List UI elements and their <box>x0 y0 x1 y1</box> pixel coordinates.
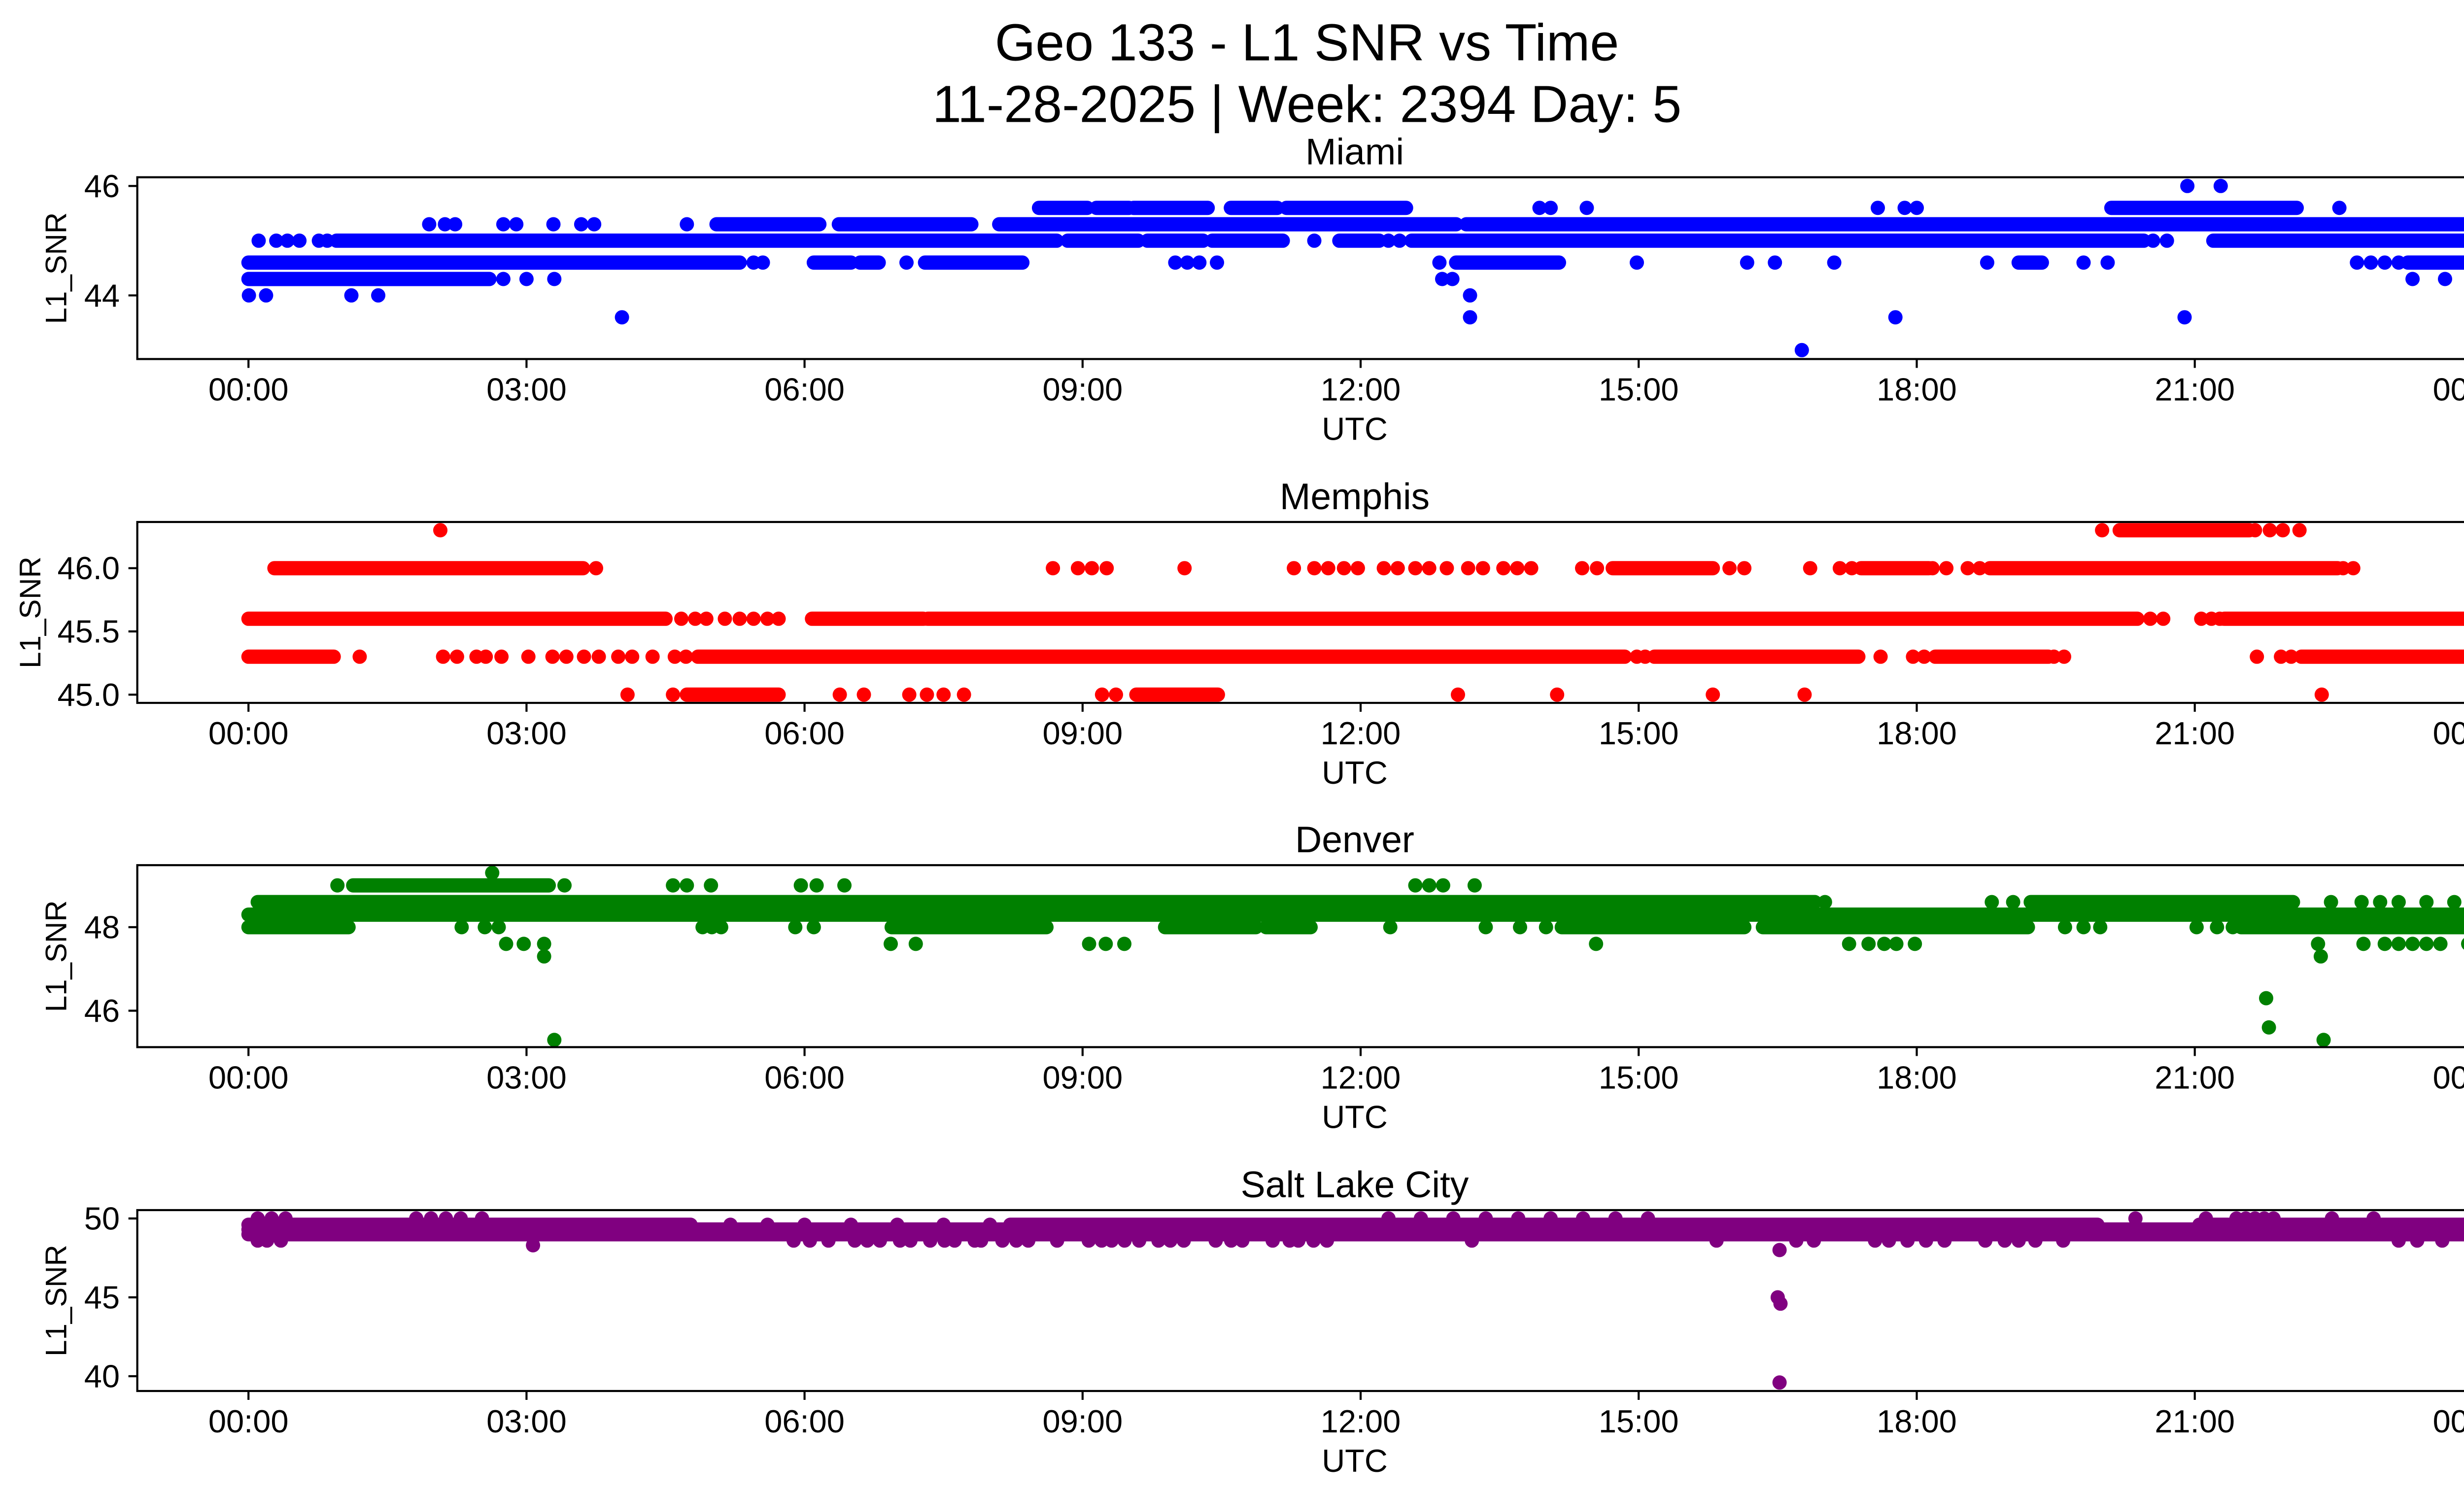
svg-text:40: 40 <box>84 1358 120 1394</box>
svg-text:00:00: 00:00 <box>208 1403 289 1439</box>
svg-text:00:00: 00:00 <box>2433 715 2464 751</box>
svg-text:03:00: 03:00 <box>486 1059 567 1095</box>
svg-text:06:00: 06:00 <box>764 1403 845 1439</box>
svg-text:09:00: 09:00 <box>1042 1059 1123 1095</box>
svg-text:18:00: 18:00 <box>1877 1403 1957 1439</box>
svg-text:06:00: 06:00 <box>764 371 845 407</box>
svg-text:21:00: 21:00 <box>2155 371 2235 407</box>
svg-text:48: 48 <box>84 909 120 945</box>
svg-text:12:00: 12:00 <box>1321 371 1401 407</box>
svg-text:21:00: 21:00 <box>2155 1403 2235 1439</box>
svg-text:09:00: 09:00 <box>1042 1403 1123 1439</box>
svg-text:03:00: 03:00 <box>486 1403 567 1439</box>
svg-text:UTC: UTC <box>1322 1443 1388 1479</box>
svg-text:L1_SNR: L1_SNR <box>40 1245 73 1356</box>
svg-text:46: 46 <box>84 168 120 204</box>
svg-text:44: 44 <box>84 278 120 313</box>
svg-text:18:00: 18:00 <box>1877 371 1957 407</box>
svg-text:46: 46 <box>84 993 120 1029</box>
svg-text:15:00: 15:00 <box>1599 1059 1679 1095</box>
svg-text:Miami: Miami <box>1305 131 1404 173</box>
svg-text:15:00: 15:00 <box>1599 371 1679 407</box>
svg-text:15:00: 15:00 <box>1599 715 1679 751</box>
svg-text:09:00: 09:00 <box>1042 371 1123 407</box>
svg-text:Memphis: Memphis <box>1280 476 1430 517</box>
svg-text:12:00: 12:00 <box>1321 1403 1401 1439</box>
svg-text:L1_SNR: L1_SNR <box>40 900 73 1012</box>
svg-text:15:00: 15:00 <box>1599 1403 1679 1439</box>
svg-text:L1_SNR: L1_SNR <box>14 556 47 668</box>
svg-text:UTC: UTC <box>1322 1099 1388 1135</box>
svg-text:21:00: 21:00 <box>2155 715 2235 751</box>
svg-text:50: 50 <box>84 1201 120 1237</box>
svg-text:03:00: 03:00 <box>486 371 567 407</box>
svg-text:00:00: 00:00 <box>2433 371 2464 407</box>
svg-text:21:00: 21:00 <box>2155 1059 2235 1095</box>
svg-text:06:00: 06:00 <box>764 1059 845 1095</box>
svg-text:UTC: UTC <box>1322 411 1388 447</box>
svg-text:00:00: 00:00 <box>208 1059 289 1095</box>
svg-text:06:00: 06:00 <box>764 715 845 751</box>
svg-text:18:00: 18:00 <box>1877 1059 1957 1095</box>
svg-text:09:00: 09:00 <box>1042 715 1123 751</box>
svg-text:45.0: 45.0 <box>57 677 120 713</box>
svg-text:L1_SNR: L1_SNR <box>40 212 73 324</box>
svg-text:12:00: 12:00 <box>1321 715 1401 751</box>
svg-text:45.5: 45.5 <box>57 614 120 650</box>
svg-text:00:00: 00:00 <box>2433 1059 2464 1095</box>
svg-text:00:00: 00:00 <box>208 371 289 407</box>
svg-text:45: 45 <box>84 1280 120 1316</box>
svg-text:11-28-2025 | Week: 2394 Day: 5: 11-28-2025 | Week: 2394 Day: 5 <box>932 75 1681 133</box>
svg-text:Denver: Denver <box>1295 819 1414 860</box>
svg-text:18:00: 18:00 <box>1877 715 1957 751</box>
svg-text:12:00: 12:00 <box>1321 1059 1401 1095</box>
svg-text:46.0: 46.0 <box>57 550 120 586</box>
svg-text:UTC: UTC <box>1322 755 1388 791</box>
svg-text:00:00: 00:00 <box>208 715 289 751</box>
svg-text:Geo 133 - L1 SNR vs Time: Geo 133 - L1 SNR vs Time <box>995 14 1619 72</box>
svg-text:Salt Lake City: Salt Lake City <box>1241 1164 1469 1205</box>
svg-text:03:00: 03:00 <box>486 715 567 751</box>
svg-text:00:00: 00:00 <box>2433 1403 2464 1439</box>
